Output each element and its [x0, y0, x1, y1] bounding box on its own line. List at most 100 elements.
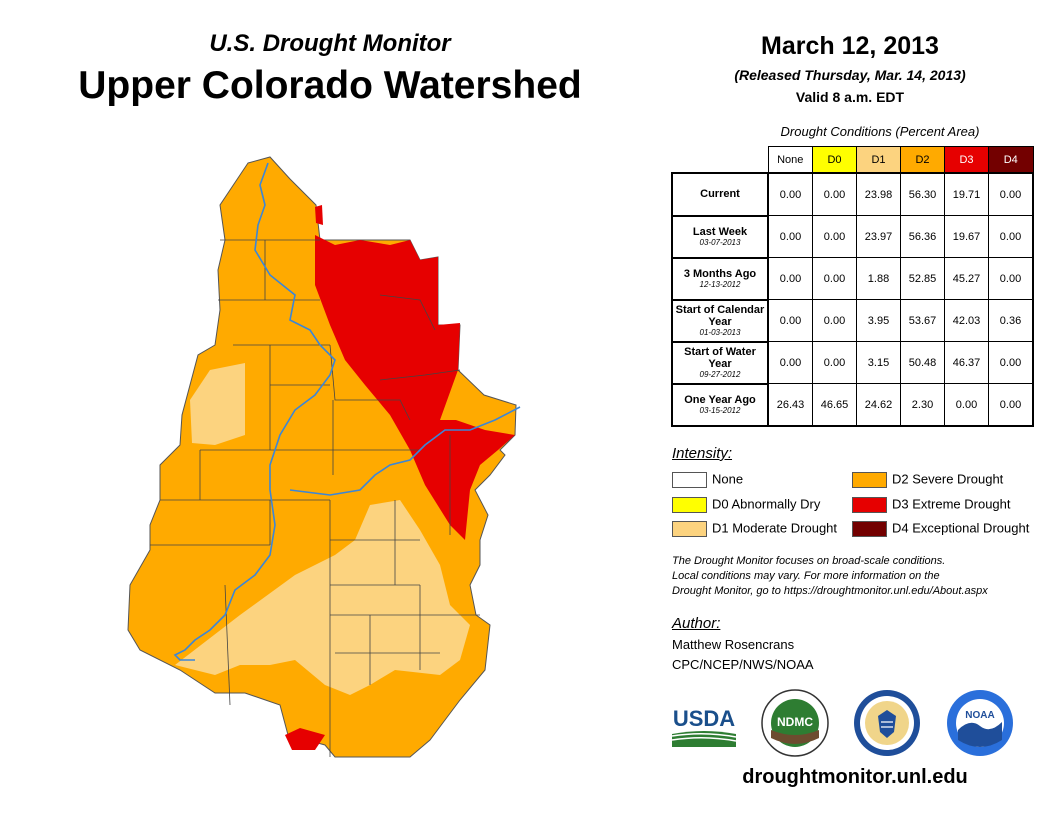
col-header: D0	[812, 146, 857, 174]
watershed-d3-northeast	[315, 235, 515, 540]
table-cell: 0.00	[812, 172, 857, 216]
legend-label: D1 Moderate Drought	[712, 520, 838, 536]
legend-swatch	[852, 520, 887, 537]
col-header: None	[767, 146, 813, 174]
release-date: (Released Thursday, Mar. 14, 2013)	[734, 67, 966, 83]
legend-label: D3 Extreme Drought	[892, 496, 1011, 512]
legend-swatch	[672, 520, 707, 537]
usda-logo-text: USDA	[673, 706, 735, 731]
col-header: D1	[856, 146, 901, 174]
table-cell: 0.00	[812, 299, 857, 342]
legend-swatch	[852, 471, 887, 488]
table-cell: 19.71	[944, 172, 989, 216]
table-cell: 3.15	[856, 341, 901, 384]
usda-logo: USDA	[671, 706, 737, 747]
table-cell: 24.62	[856, 383, 901, 427]
row-date: 09-27-2012	[699, 369, 741, 379]
table-cell: 1.88	[856, 257, 901, 300]
noaa-logo-text: NOAA	[965, 710, 994, 721]
row-label: Current	[671, 172, 769, 217]
legend-item: D0 Abnormally Dry	[672, 496, 821, 513]
table-cell: 3.95	[856, 299, 901, 342]
row-label: 3 Months Ago 12-13-2012	[671, 256, 769, 301]
table-cell: 23.97	[856, 215, 901, 258]
table-cell: 42.03	[944, 299, 989, 342]
table-row: Current 0.00 0.00 23.98 56.30 19.71 0.00	[671, 172, 1034, 217]
table-cell: 0.00	[988, 172, 1034, 216]
row-label: Start of Calendar Year 01-03-2013	[671, 298, 769, 343]
legend-label: None	[712, 471, 744, 487]
map-title: Upper Colorado Watershed	[78, 64, 582, 107]
table-cell: 0.00	[988, 341, 1034, 384]
row-label: Last Week 03-07-2013	[671, 214, 769, 259]
row-date: 12-13-2012	[699, 279, 741, 289]
table-corner	[672, 147, 768, 174]
legend-label: D0 Abnormally Dry	[712, 496, 821, 512]
conditions-caption: Drought Conditions (Percent Area)	[780, 124, 980, 139]
table-cell: 52.85	[900, 257, 945, 300]
author-title: Author:	[672, 615, 721, 632]
watershed-d3-north	[315, 205, 323, 225]
author-name: Matthew Rosencrans	[672, 637, 795, 652]
table-cell: 0.00	[944, 383, 989, 427]
watershed-d1-west	[190, 363, 245, 445]
noaa-logo: NOAA	[947, 690, 1013, 756]
ndmc-logo: NDMC	[761, 689, 829, 757]
table-cell: 0.00	[767, 341, 813, 384]
row-label-text: Current	[700, 188, 740, 201]
row-date: 01-03-2013	[699, 327, 741, 337]
row-label-text: One Year Ago	[684, 393, 756, 406]
table-row: One Year Ago 03-15-2012 26.43 46.65 24.62 2.3…	[671, 382, 1034, 427]
legend-label: D2 Severe Drought	[892, 471, 1004, 487]
map-subtitle: U.S. Drought Monitor	[209, 30, 451, 57]
drought-conditions-table: None D0 D1 D2 D3 D4 Current 0.00 0.00 23.98…	[671, 146, 1034, 427]
legend-title: Intensity:	[672, 445, 733, 462]
table-cell: 0.00	[988, 257, 1034, 300]
commerce-seal	[854, 690, 920, 756]
table-cell: 45.27	[944, 257, 989, 300]
drought-map	[127, 156, 521, 758]
table-cell: 0.00	[767, 257, 813, 300]
legend-item: D4 Exceptional Drought	[852, 520, 1030, 537]
table-cell: 26.43	[767, 383, 813, 427]
table-cell: 0.00	[812, 257, 857, 300]
row-label: One Year Ago 03-15-2012	[671, 382, 769, 427]
legend-item: D3 Extreme Drought	[852, 496, 1011, 513]
row-label-text: Last Week	[692, 225, 748, 238]
table-cell: 19.67	[944, 215, 989, 258]
table-cell: 46.37	[944, 341, 989, 384]
legend-swatch	[852, 496, 887, 513]
table-row: Last Week 03-07-2013 0.00 0.00 23.97 56.36 19.…	[671, 214, 1034, 259]
row-label-text: 3 Months Ago	[683, 267, 757, 280]
legend-item: None	[672, 471, 744, 488]
table-cell: 56.36	[900, 215, 945, 258]
table-cell: 2.30	[900, 383, 945, 427]
table-cell: 0.00	[988, 215, 1034, 258]
legend-swatch	[672, 496, 707, 513]
table-cell: 0.00	[812, 215, 857, 258]
map-date: March 12, 2013	[761, 32, 939, 60]
col-header: D4	[988, 146, 1034, 174]
row-date: 03-07-2013	[699, 237, 741, 247]
disclaimer-line: Drought Monitor, go to https://droughtmo…	[672, 585, 988, 597]
watershed-d3-south	[285, 728, 325, 750]
table-cell: 0.00	[988, 383, 1034, 427]
valid-time: Valid 8 a.m. EDT	[795, 89, 905, 105]
watershed-d1-south	[175, 500, 470, 695]
col-header: D3	[944, 146, 989, 174]
table-cell: 0.00	[767, 172, 813, 216]
table-row: Start of Calendar Year 01-03-2013 0.00 0.00…	[671, 298, 1034, 343]
county-boundaries	[150, 239, 480, 757]
row-label-text: Start of Calendar Year	[675, 303, 765, 328]
legend-item: D2 Severe Drought	[852, 471, 1004, 488]
row-label: Start of Water Year 09-27-2012	[671, 340, 769, 385]
disclaimer-line: Local conditions may vary. For more info…	[672, 570, 940, 582]
footer-url[interactable]: droughtmonitor.unl.edu	[742, 766, 968, 788]
table-cell: 0.36	[988, 299, 1034, 342]
ndmc-logo-text: NDMC	[777, 715, 813, 729]
table-cell: 50.48	[900, 341, 945, 384]
legend-label: D4 Exceptional Drought	[892, 520, 1030, 536]
table-cell: 23.98	[856, 172, 901, 216]
col-header: D2	[900, 146, 945, 174]
table-cell: 0.00	[767, 299, 813, 342]
